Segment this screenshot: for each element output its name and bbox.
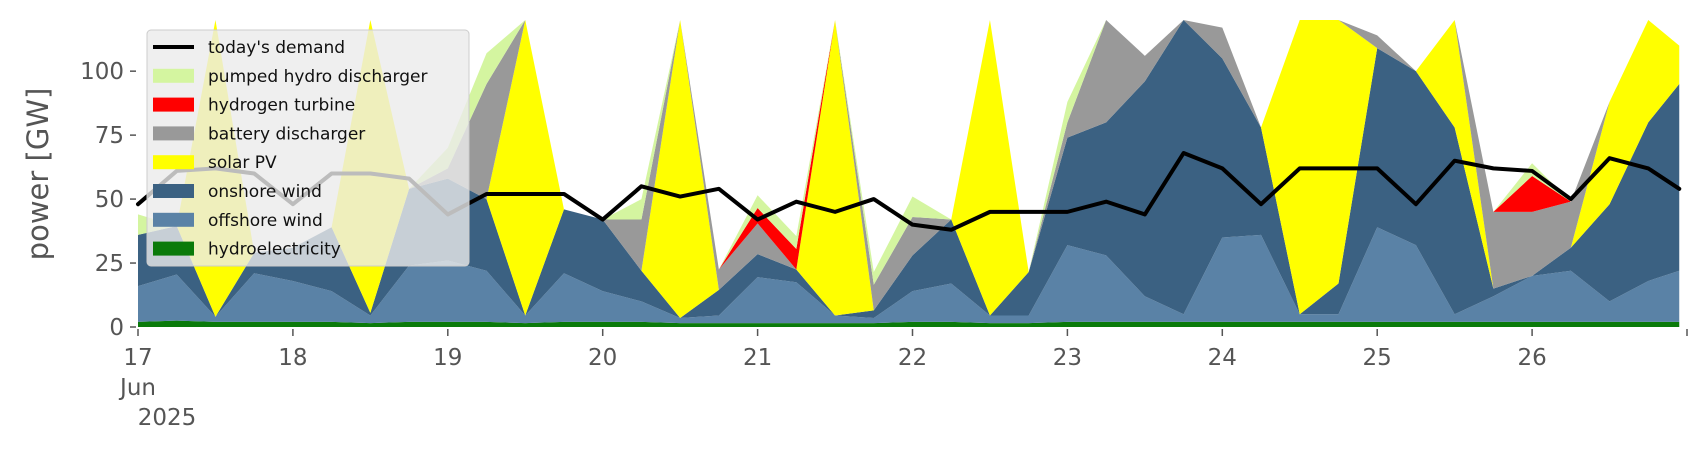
legend-swatch-onshore-wind: [153, 184, 194, 198]
x-tick-label: 25: [1363, 345, 1392, 371]
y-tick-label: 75: [95, 123, 124, 149]
x-tick-label: 23: [1053, 345, 1082, 371]
legend-label-battery-discharger: battery discharger: [208, 124, 365, 144]
x-tick-label: 20: [588, 345, 617, 371]
legend-label-hydrogen-turbine: hydrogen turbine: [208, 96, 355, 116]
y-axis-title: power [GW]: [21, 88, 55, 261]
legend-swatch-hydroelectricity: [153, 241, 194, 256]
legend-label-solar-pv: solar PV: [208, 153, 277, 173]
area-offshore-wind: [138, 227, 1680, 324]
y-tick-label: 25: [95, 251, 124, 277]
x-tick-label: 26: [1517, 345, 1546, 371]
legend-label-hydroelectricity: hydroelectricity: [208, 240, 341, 260]
x-tick-label: 19: [433, 345, 462, 371]
x-tick-label: 18: [278, 345, 307, 371]
y-tick-label: 100: [80, 59, 124, 85]
legend-swatch-hydrogen-turbine: [153, 97, 194, 112]
legend-swatch-battery-discharger: [153, 126, 194, 141]
legend-label-offshore-wind: offshore wind: [208, 211, 323, 231]
y-tick-label: 50: [95, 187, 124, 213]
y-tick-label: 0: [109, 315, 124, 341]
legend-label-today-s-demand: today's demand: [208, 38, 345, 58]
x-tick-label: 22: [898, 345, 927, 371]
legend-label-pumped-hydro-discharger: pumped hydro discharger: [208, 67, 427, 87]
legend-label-onshore-wind: onshore wind: [208, 182, 322, 202]
legend-swatch-pumped-hydro-discharger: [153, 68, 194, 83]
legend-swatch-solar-pv: [153, 155, 194, 170]
x-tick-label: 17: [123, 345, 152, 371]
x-tick-label: 24: [1208, 345, 1237, 371]
legend-swatch-offshore-wind: [153, 212, 194, 227]
x-axis: 17 Jun 2025 18 19 20 21 22 23 24 25 26: [118, 329, 1688, 431]
area-solar-pv: [138, 20, 1680, 319]
legend-box: [146, 29, 470, 267]
y-axis: 0 25 50 75 100: [80, 59, 136, 341]
x-tick-sublabel: 2025: [138, 405, 197, 431]
legend: today's demand pumped hydro discharger hyd…: [146, 29, 470, 267]
x-tick-sublabel: Jun: [118, 375, 156, 401]
area-battery-discharger: [138, 20, 1680, 311]
x-tick-label: 21: [743, 345, 772, 371]
area-hydroelectricity: [138, 320, 1680, 327]
